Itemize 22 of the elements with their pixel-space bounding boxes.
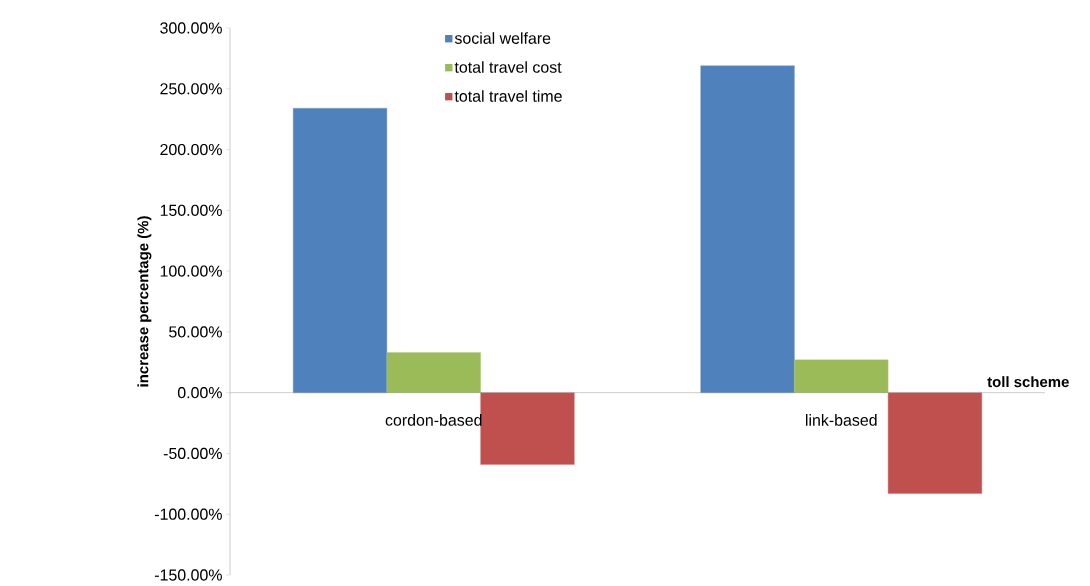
bar	[794, 359, 889, 393]
y-tick-label: 50.00%	[169, 326, 222, 338]
y-tick-label: 250.00%	[160, 83, 222, 95]
legend-label: social welfare	[454, 32, 551, 44]
y-tick-label: 150.00%	[160, 204, 222, 216]
y-tick-label: 0.00%	[177, 387, 222, 399]
y-axis-title: increase percentage (%)	[137, 216, 152, 387]
y-tick-label: -100.00%	[154, 508, 222, 520]
y-tick-label: 300.00%	[160, 22, 222, 34]
bar	[887, 392, 983, 494]
bar	[480, 392, 575, 465]
legend-label: total travel cost	[454, 61, 562, 73]
y-tick-label: -50.00%	[163, 447, 222, 460]
bar	[700, 65, 795, 393]
bar	[292, 108, 388, 393]
y-tick-label: 100.00%	[160, 265, 222, 277]
y-tick-label: 200.00%	[160, 143, 222, 156]
x-axis-title: toll scheme	[987, 376, 1069, 388]
legend-label: total travel time	[454, 90, 562, 102]
y-tick-label: -150.00%	[154, 569, 222, 581]
x-tick-label: link-based	[806, 414, 877, 426]
bar	[386, 352, 481, 393]
